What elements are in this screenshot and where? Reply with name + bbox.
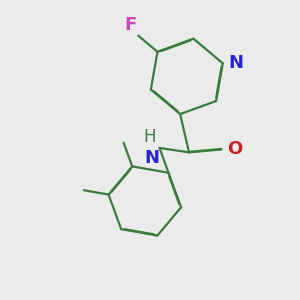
Text: F: F	[124, 16, 137, 34]
Text: N: N	[145, 149, 160, 167]
Text: N: N	[228, 54, 243, 72]
Text: H: H	[143, 128, 156, 146]
Text: O: O	[227, 140, 242, 158]
